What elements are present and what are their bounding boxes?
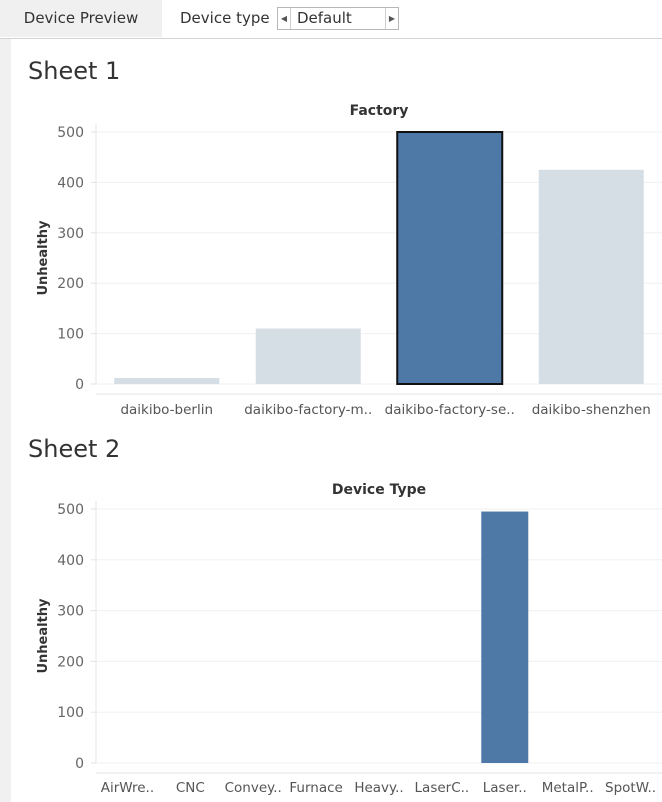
bar-daikibo-factory-m[interactable] (255, 328, 361, 384)
x-category-label[interactable]: MetalP.. (542, 780, 594, 796)
device-preview-tab[interactable]: Device Preview (0, 0, 162, 37)
bar-daikibo-factory-se[interactable] (396, 131, 504, 385)
chart-title: Device Type (332, 482, 426, 498)
device-type-label: Device type (180, 9, 270, 27)
x-category-label[interactable]: daikibo-berlin (120, 402, 213, 418)
x-category-label[interactable]: Laser.. (483, 780, 527, 796)
arrow-left-icon[interactable]: ◀ (278, 8, 291, 29)
arrow-right-icon[interactable]: ▶ (385, 8, 398, 29)
x-category-label[interactable]: LaserC.. (415, 780, 470, 796)
y-tick-label: 200 (57, 276, 84, 292)
y-tick-label: 300 (57, 226, 84, 242)
factory-bar-chart: Factory Unhealthy 0 100 200 300 400 500 daikibo-… (36, 103, 662, 418)
y-tick-label: 500 (57, 125, 84, 141)
x-category-label[interactable]: Heavy.. (354, 780, 403, 796)
device-type-bar-chart: Device Type Unhealthy 0 100 200 300 400 500 AirW… (36, 482, 662, 796)
top-toolbar: Device Preview Device type ◀ Default ▶ (0, 0, 662, 39)
y-tick-label: 300 (57, 604, 84, 620)
y-tick-label: 400 (57, 175, 84, 191)
y-tick-label: 400 (57, 553, 84, 569)
device-type-selector[interactable]: ◀ Default ▶ (277, 7, 399, 30)
x-category-label[interactable]: AirWre.. (101, 780, 154, 796)
left-margin-strip (0, 39, 11, 802)
x-category-label[interactable]: Furnace (289, 780, 342, 796)
bar-daikibo-berlin[interactable] (114, 377, 220, 384)
y-tick-label: 100 (57, 327, 84, 343)
sheet-1-title: Sheet 1 (28, 57, 121, 85)
y-tick-label: 0 (75, 377, 84, 393)
bar-laser[interactable] (481, 511, 529, 763)
y-axis-label: Unhealthy (36, 598, 51, 674)
y-tick-label: 100 (57, 705, 84, 721)
chart-title: Factory (350, 103, 409, 119)
y-axis-label: Unhealthy (36, 220, 51, 296)
y-tick-label: 500 (57, 502, 84, 518)
bar-daikibo-shenzhen[interactable] (538, 169, 644, 384)
x-category-label[interactable]: daikibo-factory-se.. (385, 402, 515, 418)
x-category-label[interactable]: daikibo-shenzhen (532, 402, 651, 418)
x-category-label[interactable]: SpotW.. (605, 780, 656, 796)
y-tick-label: 200 (57, 654, 84, 670)
y-tick-label: 0 (75, 756, 84, 772)
x-category-label[interactable]: Convey.. (225, 780, 282, 796)
sheet-2-title: Sheet 2 (28, 435, 121, 463)
device-type-value: Default (297, 9, 352, 27)
x-category-label[interactable]: CNC (176, 780, 205, 796)
x-category-label[interactable]: daikibo-factory-m.. (244, 402, 372, 418)
